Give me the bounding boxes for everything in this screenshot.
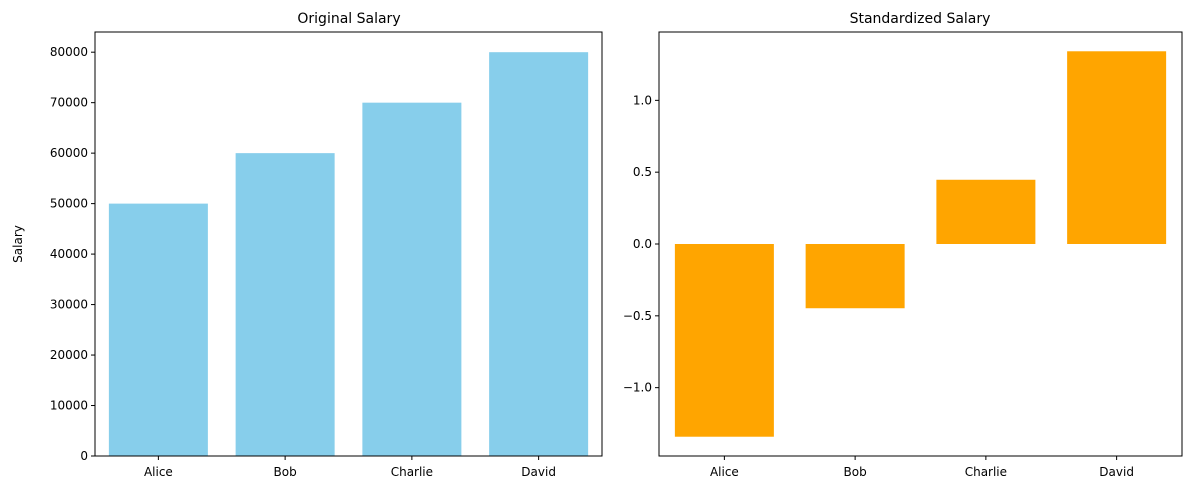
y-tick-label: 1.0 xyxy=(633,93,652,107)
axes-frame xyxy=(94,31,603,457)
plot-area: 0 10000 20000 30000 40000 50000 60000 70000 8000… xyxy=(50,31,603,479)
x-tick-label: Bob xyxy=(844,465,867,479)
y-tick-label: −1.0 xyxy=(623,381,652,395)
y-tick-label: 30000 xyxy=(50,298,88,312)
y-tick-label: 40000 xyxy=(50,247,88,261)
x-tick-label: David xyxy=(1099,465,1134,479)
y-tick-label: 0 xyxy=(80,449,88,463)
bar xyxy=(805,244,905,309)
x-tick-label: Charlie xyxy=(391,465,433,479)
y-tick-label: 70000 xyxy=(50,96,88,110)
chart-title: Standardized Salary xyxy=(850,11,991,27)
y-tick-label: 60000 xyxy=(50,146,88,160)
original-salary-chart: Original Salary Salary 0 10000 20000 30000 4… xyxy=(11,11,603,479)
plot-area: −1.0 −0.5 0.0 0.5 1.0 Alice Bob Charlie David xyxy=(623,31,1183,479)
bar xyxy=(674,244,774,437)
y-tick-label: 0.5 xyxy=(633,165,652,179)
y-tick-label: 50000 xyxy=(50,197,88,211)
bar xyxy=(108,203,208,456)
y-tick-label: −0.5 xyxy=(623,309,652,323)
x-tick-label: Bob xyxy=(274,465,297,479)
bar xyxy=(1067,51,1167,244)
x-tick-label: Alice xyxy=(710,465,739,479)
y-tick-label: 0.0 xyxy=(633,237,652,251)
x-tick-label: Alice xyxy=(144,465,173,479)
bar xyxy=(235,153,335,456)
y-tick-label: 10000 xyxy=(50,399,88,413)
x-tick-label: Charlie xyxy=(965,465,1007,479)
bar xyxy=(362,102,462,457)
standardized-salary-chart: Standardized Salary −1.0 −0.5 0.0 0.5 1.0 Ali… xyxy=(623,11,1183,479)
bar xyxy=(936,179,1036,244)
x-tick-label: David xyxy=(521,465,556,479)
y-axis-label: Salary xyxy=(11,225,25,263)
y-tick-label: 20000 xyxy=(50,348,88,362)
y-tick-label: 80000 xyxy=(50,45,88,59)
chart-title: Original Salary xyxy=(297,11,400,27)
bar xyxy=(489,52,589,456)
